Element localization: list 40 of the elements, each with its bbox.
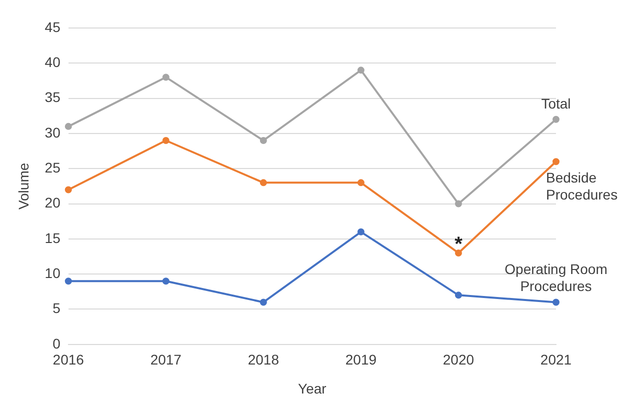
series-label: Bedside Procedures	[546, 169, 618, 202]
y-tick-label: 20	[44, 194, 61, 211]
y-tick-label: 25	[44, 159, 61, 176]
point	[260, 179, 267, 186]
x-tick-label: 2016	[52, 352, 84, 368]
point	[357, 228, 364, 236]
point	[357, 179, 364, 186]
point	[64, 278, 72, 285]
point	[454, 200, 462, 208]
y-tick-label: 35	[44, 89, 61, 106]
point	[64, 122, 72, 130]
y-tick-label: 40	[44, 54, 61, 70]
x-axis-title: Year	[298, 380, 327, 396]
x-tick-label: 2021	[540, 352, 572, 368]
point	[357, 66, 364, 74]
point	[552, 158, 560, 166]
point	[552, 116, 560, 123]
point	[162, 137, 170, 144]
y-tick-label: 30	[44, 124, 61, 140]
point	[162, 278, 170, 285]
y-tick-label: 45	[44, 18, 61, 35]
x-tick-label: 2017	[150, 352, 182, 368]
y-axis-title: Volume	[15, 162, 32, 210]
point	[260, 137, 267, 144]
point	[162, 74, 170, 81]
series-label: Total	[541, 95, 571, 112]
y-tick-label: 5	[52, 300, 61, 316]
x-tick-label: 2018	[248, 352, 280, 368]
point	[64, 186, 72, 194]
series-label: Operating Room Procedures	[504, 261, 608, 294]
point	[260, 298, 267, 306]
y-tick-label: 10	[44, 264, 61, 281]
y-tick-label: 15	[44, 230, 61, 246]
annotation: *	[454, 234, 463, 256]
point	[552, 298, 560, 306]
x-tick-label: 2020	[442, 352, 474, 368]
y-tick-label: 0	[52, 335, 61, 352]
point	[454, 249, 462, 256]
x-tick-label: 2019	[345, 352, 377, 368]
point	[454, 292, 462, 299]
